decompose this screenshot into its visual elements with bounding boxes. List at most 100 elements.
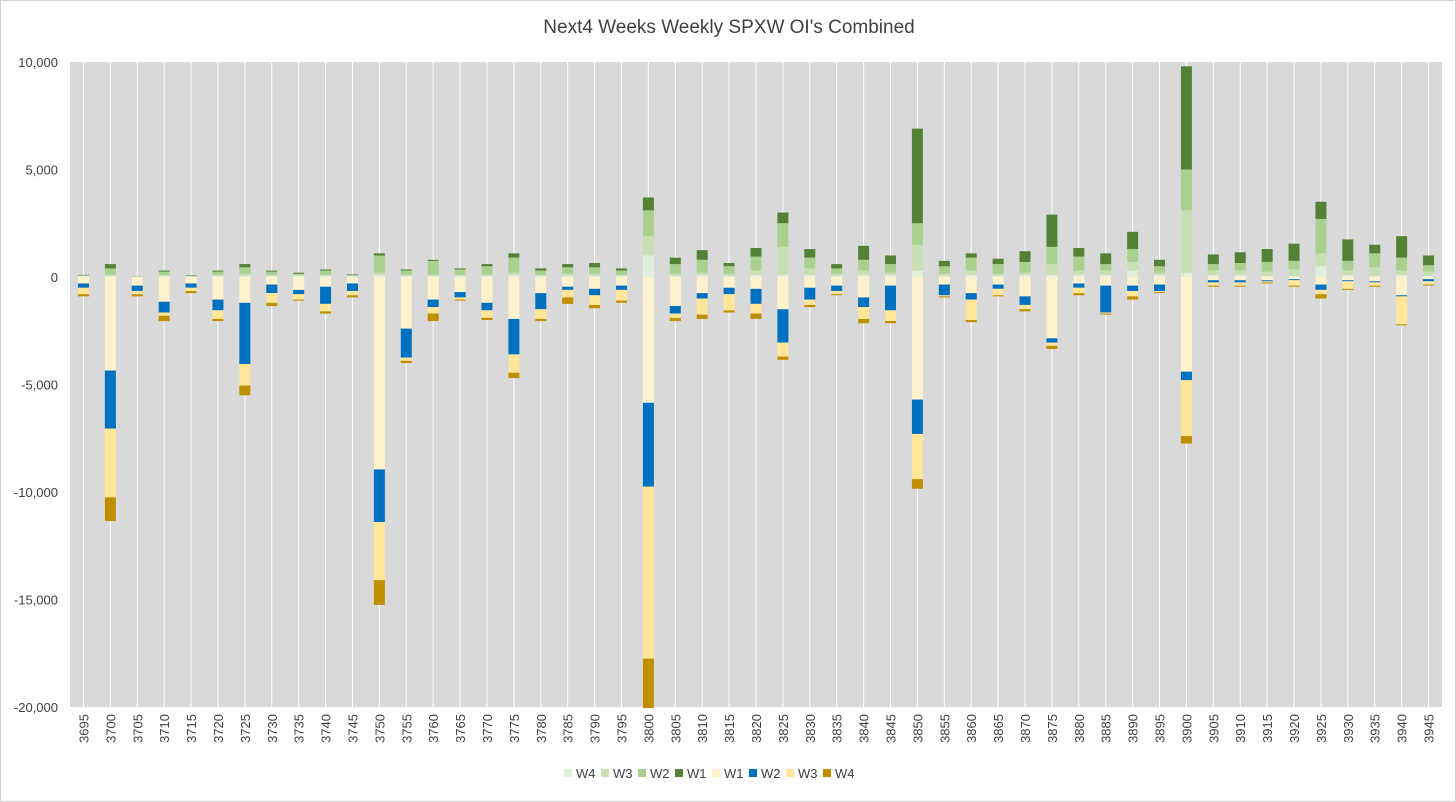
bar-segment-3805-W2	[669, 306, 681, 314]
bar-segment-3870-W1	[1019, 251, 1031, 262]
x-tick-label: 3760	[426, 714, 441, 743]
bar-segment-3850-W2	[911, 223, 923, 245]
y-tick-label: -10,000	[14, 485, 58, 500]
bar-segment-3745-W3	[346, 290, 358, 296]
bar-segment-3705-W4	[131, 294, 143, 297]
bar-segment-3925-W4	[1315, 294, 1327, 299]
bar-segment-3795-W2	[615, 285, 627, 290]
bar-segment-3880-W3	[1073, 270, 1085, 275]
bar-segment-3840-W4	[858, 318, 870, 324]
x-tick-label: 3835	[830, 714, 845, 743]
bar-segment-3890-W4	[1127, 296, 1139, 300]
bar-segment-3865-W2	[992, 264, 1004, 274]
bar-segment-3830-W2	[804, 287, 816, 300]
bar-segment-3895-W3	[1154, 290, 1166, 293]
bar-segment-3750-W3	[373, 272, 385, 275]
legend-label: W4	[835, 766, 855, 781]
bar-segment-3845-W1	[885, 277, 897, 286]
chart-title: Next4 Weeks Weekly SPXW OI's Combined	[543, 17, 915, 38]
bar-segment-3895-W4	[1154, 274, 1166, 277]
bar-segment-3780-W1	[535, 277, 547, 294]
x-tick-label: 3895	[1153, 714, 1168, 743]
x-tick-label: 3830	[803, 714, 818, 743]
bar-segment-3835-W1	[831, 277, 843, 286]
bar-segment-3915-W2	[1261, 261, 1273, 272]
bar-segment-3830-W4	[804, 274, 816, 277]
legend-swatch	[712, 769, 720, 777]
bar-segment-3800-W2	[642, 402, 654, 487]
bar-segment-3895-W2	[1154, 266, 1166, 273]
bar-segment-3775-W4	[508, 372, 520, 379]
x-tick-label: 3860	[964, 714, 979, 743]
bar-segment-3825-W2	[777, 223, 789, 247]
bar-segment-3935-W3	[1369, 267, 1381, 276]
bar-segment-3695-W3	[77, 287, 89, 295]
bar-segment-3890-W2	[1127, 285, 1139, 291]
y-tick-label: 5,000	[25, 163, 58, 178]
x-tick-label: 3815	[722, 714, 737, 743]
bar-segment-3780-W2	[535, 270, 547, 275]
legend-label: W3	[613, 766, 633, 781]
bar-segment-3745-W2	[346, 275, 358, 276]
bar-segment-3790-W3	[589, 273, 601, 276]
bar-segment-3840-W4	[858, 274, 870, 277]
bar-segment-3725-W3	[239, 364, 251, 386]
bar-segment-3785-W3	[562, 273, 574, 276]
bar-segment-3780-W2	[535, 293, 547, 310]
x-tick-label: 3800	[641, 714, 656, 743]
bar-segment-3890-W3	[1127, 261, 1139, 271]
bar-segment-3910-W4	[1234, 285, 1246, 287]
bar-segment-3875-W1	[1046, 277, 1058, 339]
bar-segment-3720-W2	[212, 271, 224, 275]
bar-segment-3805-W1	[669, 277, 681, 307]
bar-segment-3900-W1	[1180, 66, 1192, 170]
bar-segment-3775-W4	[508, 274, 520, 277]
bar-segment-3710-W2	[158, 301, 170, 313]
legend-label: W1	[687, 766, 707, 781]
legend-swatch	[601, 769, 609, 777]
bar-segment-3740-W4	[320, 311, 332, 314]
bar-segment-3885-W1	[1100, 277, 1112, 286]
bar-segment-3775-W3	[508, 354, 520, 373]
bar-segment-3910-W2	[1234, 263, 1246, 271]
y-tick-label: 10,000	[18, 55, 58, 70]
legend-swatch	[749, 769, 757, 777]
bar-segment-3815-W3	[723, 273, 735, 276]
bar-segment-3855-W1	[938, 260, 950, 267]
bar-segment-3840-W1	[858, 277, 870, 298]
x-tick-label: 3795	[614, 714, 629, 743]
bar-segment-3870-W4	[1019, 274, 1031, 277]
bar-segment-3920-W1	[1288, 277, 1300, 280]
bar-segment-3765-W3	[454, 297, 466, 300]
bar-segment-3810-W4	[696, 274, 708, 277]
bar-segment-3870-W3	[1019, 304, 1031, 310]
bar-segment-3855-W1	[938, 277, 950, 285]
bar-segment-3700-W1	[104, 264, 116, 269]
bar-segment-3885-W2	[1100, 285, 1112, 313]
bar-segment-3775-W2	[508, 257, 520, 273]
bar-segment-3695-W4	[77, 294, 89, 297]
bar-segment-3725-W3	[239, 273, 251, 276]
bar-segment-3900-W3	[1180, 380, 1192, 437]
bar-segment-3840-W2	[858, 297, 870, 308]
bar-segment-3920-W2	[1288, 279, 1300, 281]
bar-segment-3895-W2	[1154, 284, 1166, 291]
bar-segment-3835-W4	[831, 275, 843, 277]
bar-segment-3755-W1	[400, 277, 412, 329]
bar-segment-3740-W4	[320, 275, 332, 277]
bar-segment-3840-W2	[858, 259, 870, 271]
x-tick-label: 3925	[1314, 714, 1329, 743]
bar-segment-3855-W4	[938, 296, 950, 298]
bar-segment-3935-W1	[1369, 277, 1381, 282]
bar-segment-3825-W4	[777, 274, 789, 277]
bar-segment-3710-W2	[158, 271, 170, 275]
bar-segment-3785-W1	[562, 277, 574, 287]
bar-segment-3880-W4	[1073, 274, 1085, 277]
legend-label: W1	[724, 766, 744, 781]
bar-segment-3790-W4	[589, 304, 601, 309]
x-tick-label: 3825	[776, 714, 791, 743]
bar-segment-3700-W3	[104, 274, 116, 276]
x-tick-label: 3745	[345, 714, 360, 743]
bar-segment-3700-W4	[104, 275, 116, 277]
